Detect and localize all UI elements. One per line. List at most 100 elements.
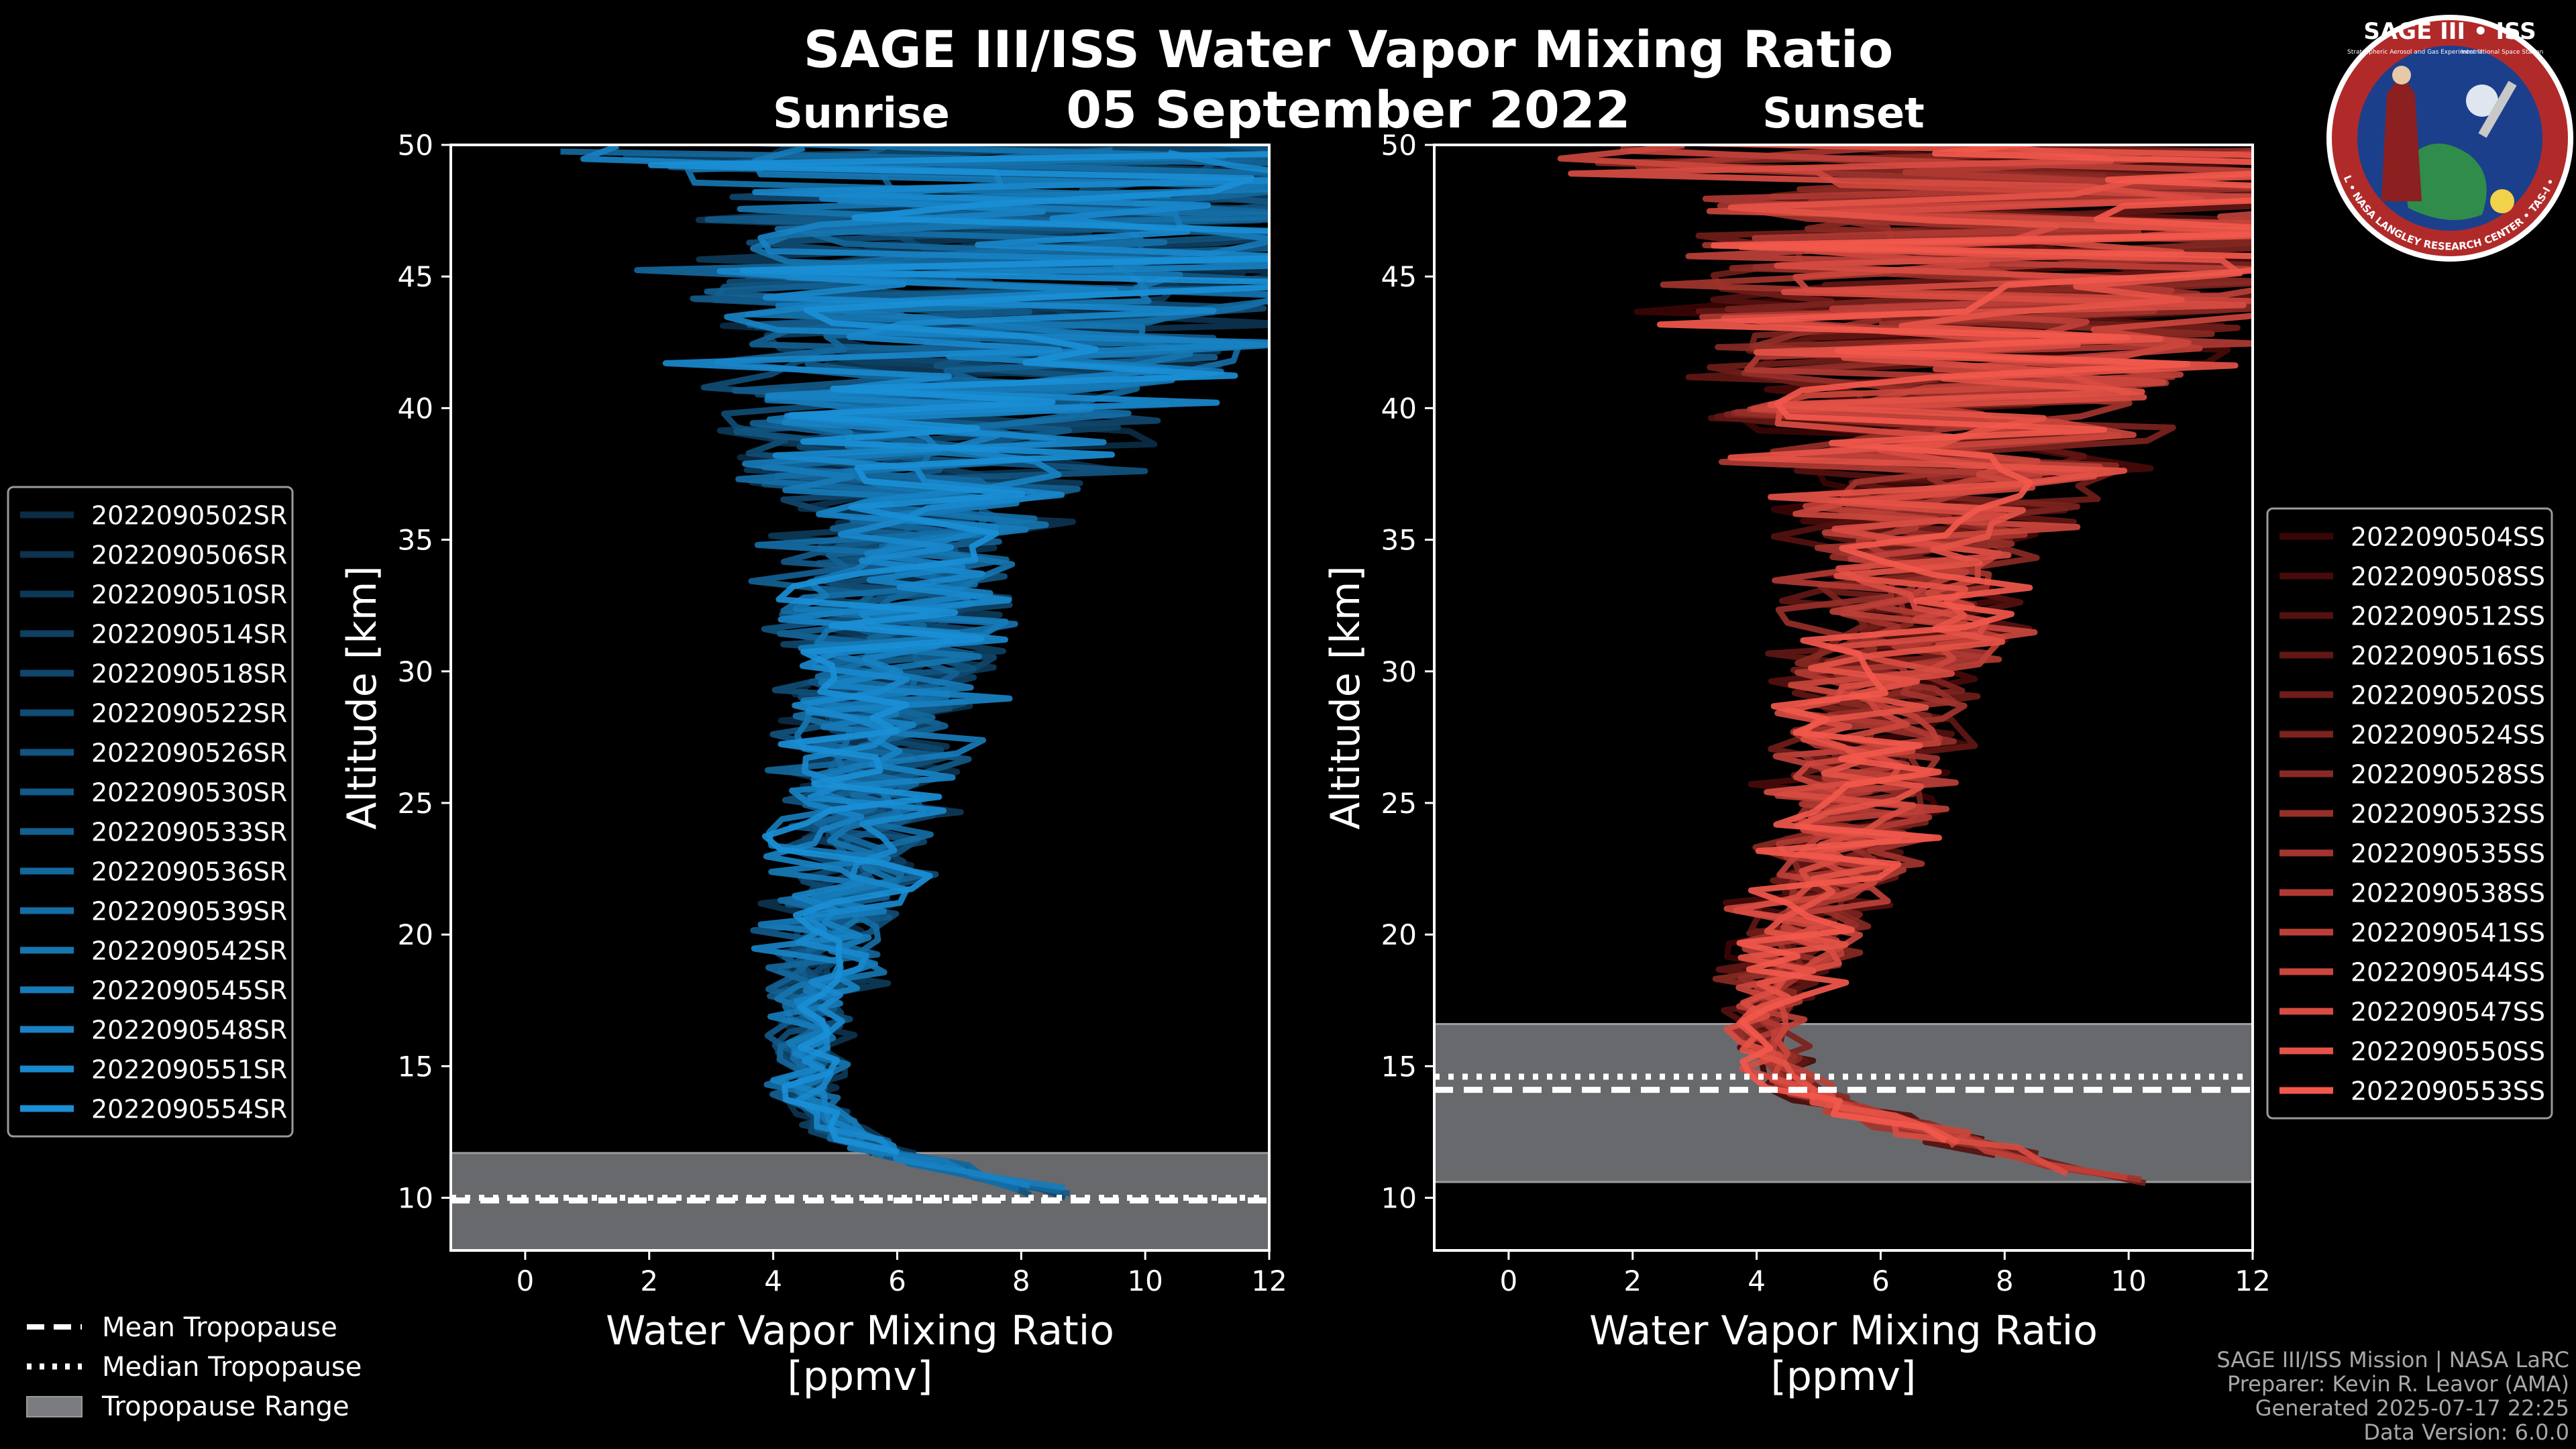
mean-tropopause-label: Mean Tropopause	[102, 1312, 337, 1343]
series-line-2022090541SS	[1628, 148, 2253, 1181]
legend-label: 2022090508SS	[2351, 562, 2545, 592]
legend-label: 2022090520SS	[2351, 681, 2545, 710]
legend-label: 2022090535SS	[2351, 839, 2545, 869]
legend-label: 2022090533SR	[91, 818, 287, 847]
earth-globe-icon	[2402, 144, 2487, 220]
legend-label: 2022090541SS	[2351, 918, 2545, 948]
legend-label: 2022090547SS	[2351, 998, 2545, 1027]
sunrise-legend: 2022090502SR 2022090506SR 2022090510SR 2022…	[7, 486, 294, 1138]
legend-label: 2022090524SS	[2351, 720, 2545, 750]
y-tick-label: 45	[398, 260, 433, 293]
logo-sub-text-left: Stratospheric Aerosol and Gas Experiment…	[2347, 49, 2483, 56]
y-tick-label: 30	[1381, 655, 1417, 688]
y-tick-label: 25	[398, 787, 433, 820]
chart-date: 05 September 2022	[1066, 80, 1630, 140]
x-tick-label: 4	[764, 1265, 782, 1297]
subtitle-sunrise: Sunrise	[773, 89, 950, 138]
sunset-legend: 2022090504SS 2022090508SS 2022090512SS 2022…	[2266, 507, 2553, 1120]
credit-generated: Generated 2025-07-17 22:25	[2255, 1395, 2569, 1421]
x-tick-label: 8	[1996, 1265, 2014, 1297]
credits-block: SAGE III/ISS Mission | NASA LaRC Prepare…	[2216, 1347, 2569, 1445]
legend-label: 2022090536SR	[91, 857, 287, 887]
x-tick-label: 0	[1500, 1265, 1518, 1297]
sunset-x-axis-label: Water Vapor Mixing Ratio	[1589, 1307, 2098, 1354]
iss-station-icon	[2478, 80, 2517, 138]
sunset-axes-frame	[1433, 144, 2254, 1252]
y-tick-label: 10	[398, 1182, 433, 1215]
legend-label: 2022090510SR	[91, 580, 287, 610]
scientist-head-icon	[2392, 66, 2411, 85]
sunset-plot-area	[1434, 145, 2253, 1187]
legend-label: 2022090551SR	[91, 1055, 287, 1085]
legend-label: 2022090542SR	[91, 936, 287, 966]
legend-label: 2022090502SR	[91, 501, 287, 531]
legend-label: 2022090538SS	[2351, 879, 2545, 908]
x-tick-label: 4	[1748, 1265, 1766, 1297]
y-tick-label: 45	[1381, 260, 1417, 293]
median-tropopause-label: Median Tropopause	[102, 1352, 362, 1383]
x-tick-label: 12	[1251, 1265, 1287, 1297]
legend-label: 2022090545SR	[91, 976, 287, 1006]
legend-label: 2022090516SS	[2351, 641, 2545, 671]
legend-label: 2022090553SS	[2351, 1077, 2545, 1106]
x-tick-label: 10	[2110, 1265, 2146, 1297]
sunrise-axes-frame	[449, 144, 1271, 1252]
series-line-2022090551SR	[662, 150, 1269, 1155]
sun-icon	[2490, 189, 2514, 213]
sunrise-legend-box	[7, 486, 294, 1138]
sunrise-x-axis-label: [ppmv]	[788, 1353, 933, 1400]
y-tick-label: 50	[398, 129, 433, 162]
y-tick-label: 40	[1381, 392, 1417, 425]
series-line-2022090553SS	[1656, 145, 2253, 1143]
legend-label: 2022090522SR	[91, 699, 287, 729]
sunrise-plot-area	[451, 145, 1269, 1250]
legend-label: 2022090554SR	[91, 1095, 287, 1124]
moon-icon	[2466, 85, 2498, 117]
legend-label: 2022090514SR	[91, 620, 287, 649]
legend-label: 2022090530SR	[91, 778, 287, 808]
credit-preparer: Preparer: Kevin R. Leavor (AMA)	[2227, 1371, 2569, 1397]
y-tick-label: 35	[398, 524, 433, 557]
x-tick-label: 12	[2235, 1265, 2270, 1297]
logo-sub-text-right: International Space Station	[2461, 49, 2544, 56]
legend-label: 2022090544SS	[2351, 958, 2545, 987]
x-tick-label: 2	[1623, 1265, 1642, 1297]
y-tick-label: 20	[398, 918, 433, 951]
legend-label: 2022090550SS	[2351, 1037, 2545, 1067]
legend-label: 2022090548SR	[91, 1016, 287, 1045]
legend-label: 2022090506SR	[91, 541, 287, 570]
logo-top-text: SAGE III • ISS	[2363, 18, 2536, 45]
sunset-panel: 0 2 4 6 8 10 12 10 15 20 25 30 35 40 45 50 Water Vapor M…	[1322, 129, 2271, 1400]
legend-label: 2022090512SS	[2351, 602, 2545, 631]
series-line-2022090554SR	[647, 151, 1269, 1155]
sunset-y-axis-label: Altitude [km]	[1322, 566, 1369, 830]
credit-version: Data Version: 6.0.0	[2363, 1419, 2569, 1445]
series-line-2022090547SS	[1568, 145, 2247, 1177]
y-tick-label: 40	[398, 392, 433, 425]
y-tick-label: 35	[1381, 524, 1417, 557]
y-tick-label: 20	[1381, 918, 1417, 951]
sunrise-x-axis-label: Water Vapor Mixing Ratio	[606, 1307, 1114, 1354]
tropopause-range-swatch	[26, 1396, 83, 1417]
legend-label: 2022090526SR	[91, 739, 287, 768]
chart-title: SAGE III/ISS Water Vapor Mixing Ratio	[804, 19, 1894, 79]
x-tick-label: 8	[1012, 1265, 1030, 1297]
tropopause-range-label: Tropopause Range	[101, 1391, 350, 1422]
sunrise-y-axis-label: Altitude [km]	[339, 566, 386, 830]
x-tick-label: 6	[1872, 1265, 1890, 1297]
sunset-x-axis-label: [ppmv]	[1771, 1353, 1917, 1400]
sunset-legend-box	[2266, 507, 2553, 1120]
legend-label: 2022090539SR	[91, 897, 287, 926]
y-tick-label: 30	[398, 655, 433, 688]
y-tick-label: 25	[1381, 787, 1417, 820]
y-tick-label: 50	[1381, 129, 1417, 162]
subtitle-sunset: Sunset	[1762, 89, 1925, 138]
y-tick-label: 15	[398, 1050, 433, 1083]
x-tick-label: 10	[1127, 1265, 1163, 1297]
sunrise-panel: 0 2 4 6 8 10 12 10 15 20 25 30 35 40 45 50 Water Vapor M…	[339, 129, 1287, 1400]
legend-label: 2022090518SR	[91, 659, 287, 689]
credit-mission: SAGE III/ISS Mission | NASA LaRC	[2216, 1347, 2569, 1373]
legend-label: 2022090528SS	[2351, 760, 2545, 790]
x-tick-label: 6	[888, 1265, 906, 1297]
scientist-figure-icon	[2381, 74, 2422, 201]
